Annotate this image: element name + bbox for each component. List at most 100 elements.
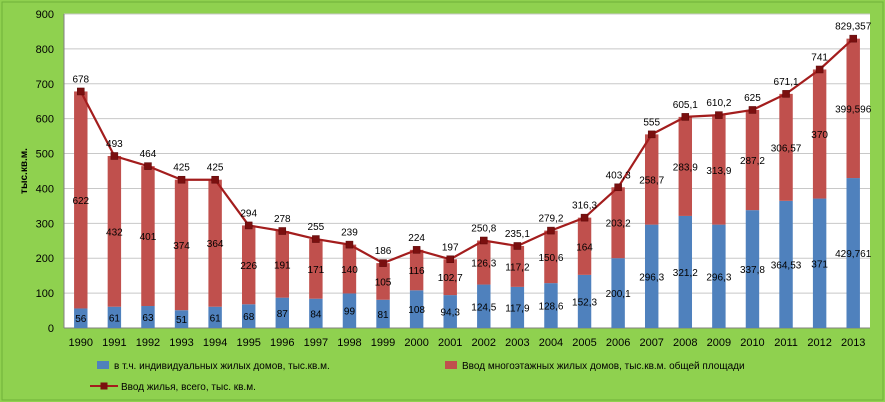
total-line-label: 197 [442, 242, 459, 253]
bar-label-multistorey: 401 [140, 232, 157, 243]
bar-individual [409, 290, 424, 328]
total-line-label: 464 [140, 149, 157, 160]
total-line-marker [580, 213, 589, 222]
bar-label-individual: 429,761 [835, 249, 872, 260]
total-line-marker [278, 227, 287, 235]
bar-label-multistorey: 164 [576, 242, 593, 253]
bar-label-multistorey: 203,2 [606, 219, 631, 230]
bar-multistorey [678, 116, 693, 216]
x-tick-label: 1992 [136, 337, 160, 349]
bar-labels: 56 622 61 432 63 401 51 374 61 364 68 226 87 191 84 171… [72, 104, 871, 326]
legend-marker-total [100, 382, 108, 390]
bar-multistorey [241, 225, 256, 305]
total-line-marker [647, 130, 656, 139]
total-line-label: 741 [811, 52, 828, 63]
total-line-label: 605,1 [673, 100, 698, 111]
bar-label-individual: 124,5 [471, 302, 496, 313]
bar-multistorey [510, 245, 525, 287]
total-line-label: 829,357 [835, 22, 872, 33]
y-axis-ticks: 0 100 200 300 400 500 600 700 800 900 [36, 9, 54, 335]
x-tick-label: 1998 [337, 337, 361, 349]
bar-individual [443, 295, 457, 328]
y-tick-label: 800 [36, 44, 54, 56]
total-line-label: 224 [408, 233, 425, 244]
x-tick-label: 2012 [807, 337, 831, 349]
bar-label-multistorey: 117,2 [505, 262, 530, 273]
total-line-marker [144, 162, 152, 170]
bar-multistorey [275, 231, 290, 298]
x-tick-label: 2013 [841, 337, 865, 349]
x-tick-label: 2005 [572, 337, 596, 349]
x-tick-label: 1996 [270, 337, 294, 349]
bar-multistorey [477, 240, 491, 285]
total-line-marker [110, 152, 119, 160]
bar-multistorey [544, 230, 558, 284]
legend-swatch-individual [97, 361, 109, 369]
bar-label-multistorey: 364 [207, 239, 224, 250]
bar-label-individual: 81 [377, 310, 389, 321]
total-line-label: 493 [106, 139, 123, 150]
legend-label-total: Ввод жилья, всего, тыс. кв.м. [121, 382, 256, 393]
bar-label-multistorey: 399,596 [835, 104, 872, 115]
y-tick-label: 0 [48, 323, 54, 335]
total-line-marker [77, 87, 85, 96]
total-line-label: 425 [173, 163, 190, 174]
bar-label-multistorey: 287,2 [740, 156, 765, 167]
x-tick-label: 2008 [673, 337, 697, 349]
bar-label-individual: 108 [408, 305, 425, 316]
x-tick-label: 1990 [69, 337, 93, 349]
bar-label-individual: 296,3 [706, 272, 731, 283]
x-tick-label: 2002 [472, 337, 496, 349]
bar-label-multistorey: 102,7 [438, 273, 463, 284]
bar-label-individual: 61 [210, 313, 222, 324]
bar-multistorey [107, 155, 122, 307]
total-line-marker [614, 183, 622, 192]
legend-label-individual: в т.ч. индивидуальных жилых домов, тыс.к… [114, 361, 330, 372]
x-tick-label: 2003 [505, 337, 529, 349]
bar-individual [275, 297, 290, 328]
legend: в т.ч. индивидуальных жилых домов, тыс.к… [90, 360, 745, 393]
total-line-marker [345, 240, 354, 249]
bar-label-individual: 337,8 [740, 265, 765, 276]
total-line-path [79, 37, 854, 265]
bar-multistorey [611, 187, 625, 259]
bar-individual [309, 298, 323, 328]
x-tick-label: 1997 [304, 337, 328, 349]
bar-multistorey [779, 93, 793, 201]
bar-multistorey [409, 249, 424, 291]
bar-individual [510, 286, 525, 328]
bar-individual [477, 284, 491, 328]
bar-multistorey [846, 38, 860, 179]
bar-label-individual: 61 [109, 313, 121, 324]
bar-label-multistorey: 370 [811, 130, 828, 141]
bar-label-individual: 87 [277, 309, 289, 320]
bar-label-multistorey: 283,9 [673, 162, 698, 173]
total-line-label: 250,8 [471, 223, 496, 234]
bar-individual [376, 299, 390, 328]
total-line-marker [312, 235, 320, 243]
bar-individual [712, 224, 726, 328]
bar-label-individual: 84 [310, 309, 322, 320]
bar-multistorey [309, 239, 323, 299]
y-tick-label: 700 [36, 79, 54, 91]
bar-label-multistorey: 432 [106, 227, 123, 238]
total-line: 678 493 464 425 425 294 278 255 239 186 224 197 250,… [72, 22, 872, 267]
y-tick-label: 300 [36, 218, 54, 230]
bar-multistorey [74, 91, 88, 309]
bar-individual [74, 308, 88, 328]
total-line-marker [748, 106, 757, 114]
bar-label-multistorey: 140 [341, 265, 358, 276]
bar-individual [846, 178, 860, 328]
x-tick-label: 2011 [774, 337, 798, 349]
total-line-marker [715, 111, 723, 119]
bar-label-multistorey: 126,3 [471, 259, 496, 270]
legend-swatch-multistorey [445, 361, 457, 369]
total-line-marker [480, 236, 488, 245]
bar-individual [644, 224, 659, 328]
bar-label-individual: 128,6 [538, 302, 563, 313]
total-line-label: 555 [643, 117, 660, 128]
bar-label-multistorey: 226 [240, 261, 257, 272]
total-line-marker [211, 175, 219, 184]
bars [74, 38, 860, 328]
y-tick-label: 900 [36, 9, 54, 21]
